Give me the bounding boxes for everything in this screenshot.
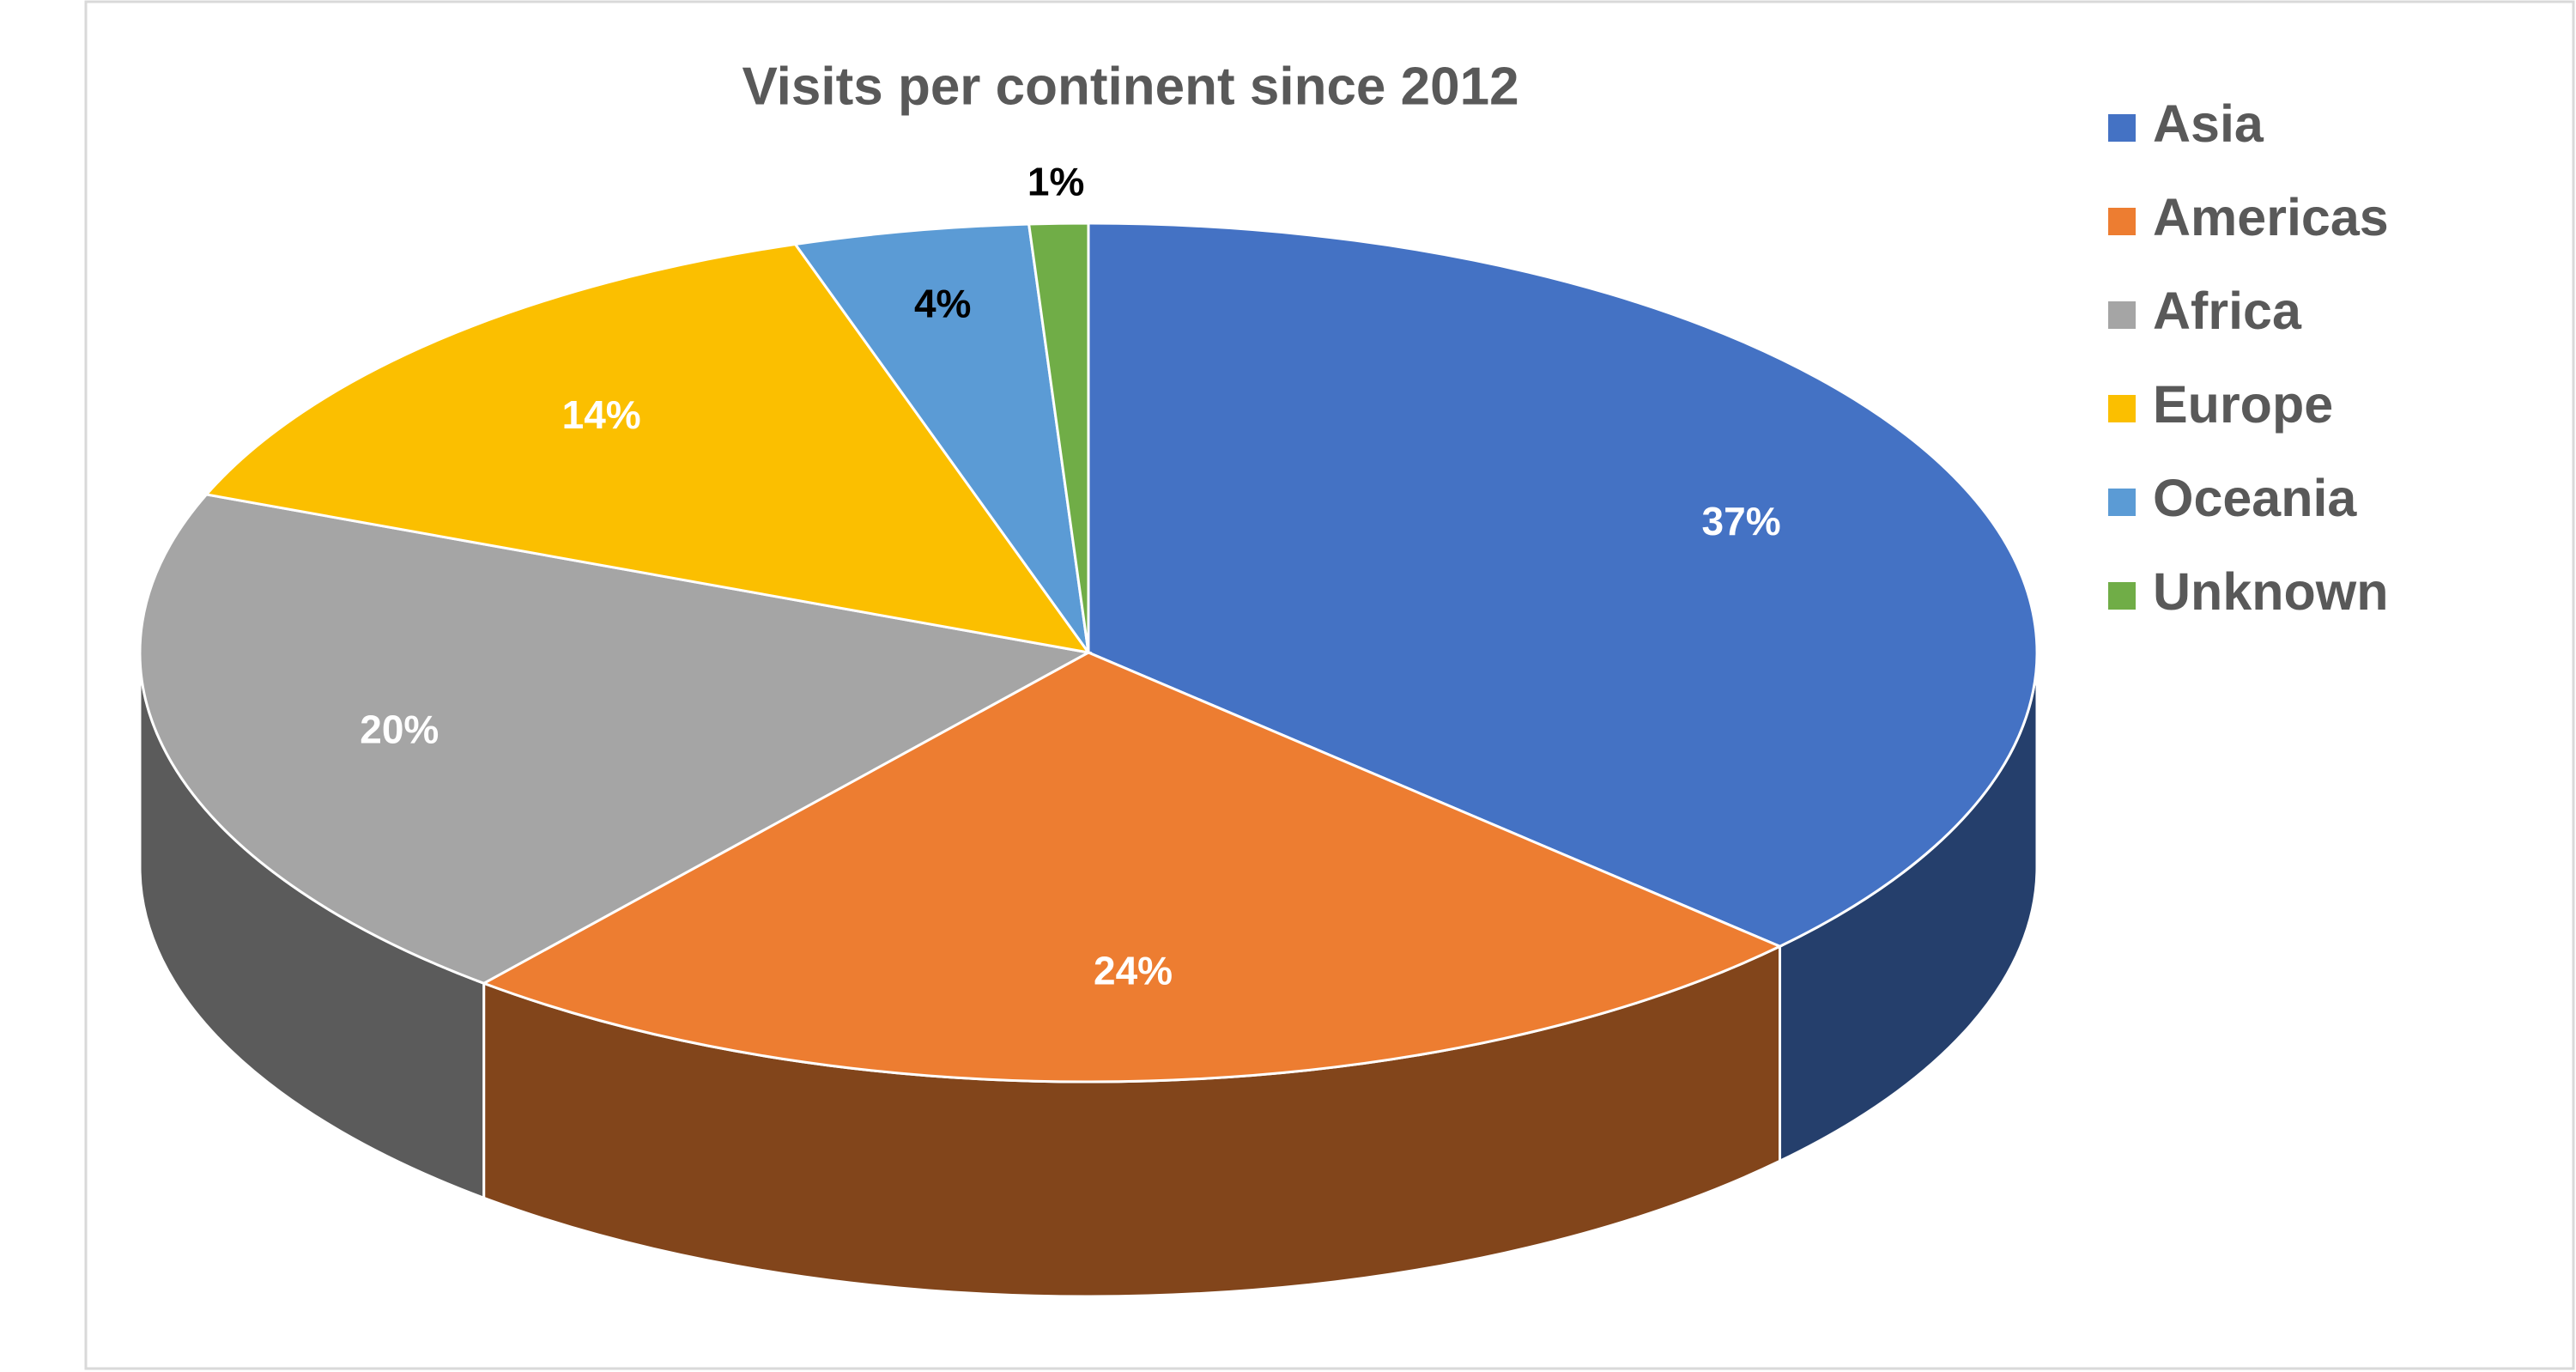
slice — [1087, 222, 2039, 948]
legend-swatch — [2108, 301, 2136, 329]
legend-label: Africa — [2153, 282, 2302, 340]
legend-swatch — [2108, 395, 2136, 422]
data-label: 37% — [1702, 499, 1781, 543]
slice — [481, 651, 1784, 1084]
legend-swatch — [2108, 489, 2136, 516]
slice — [792, 222, 1090, 653]
data-label: 1% — [1027, 159, 1084, 203]
slice — [1027, 222, 1090, 653]
data-label: 14% — [562, 392, 641, 437]
legend-label: Oceania — [2153, 469, 2357, 527]
legend-swatch — [2108, 208, 2136, 235]
legend-label: Europe — [2153, 375, 2333, 434]
chart-title: Visits per continent since 2012 — [742, 57, 1518, 116]
data-label: 24% — [1094, 948, 1173, 993]
legend-label: Americas — [2153, 188, 2389, 246]
legend-swatch — [2108, 582, 2136, 610]
slice — [138, 493, 1093, 985]
data-label: 20% — [360, 707, 439, 751]
legend-label: Asia — [2153, 94, 2264, 153]
legend-swatch — [2108, 114, 2136, 142]
legend-label: Unknown — [2153, 562, 2388, 621]
data-label: 4% — [914, 281, 971, 325]
